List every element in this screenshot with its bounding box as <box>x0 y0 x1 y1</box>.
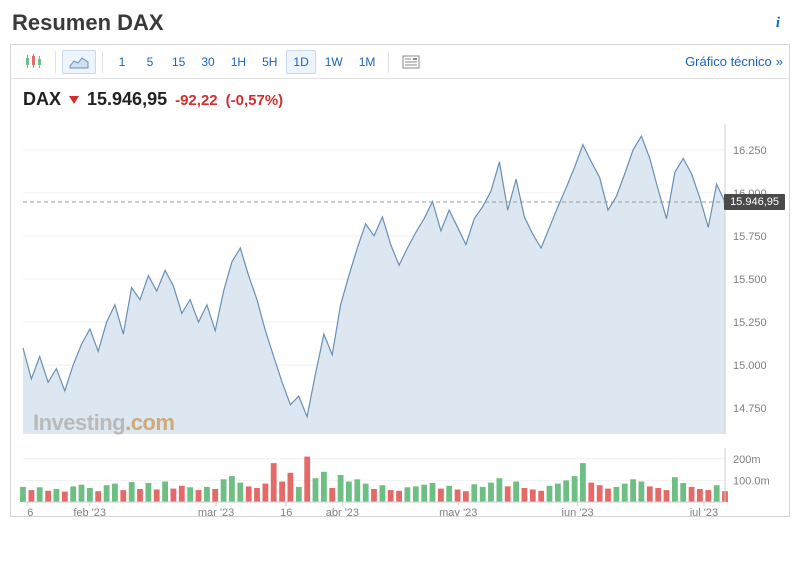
candlestick-icon[interactable] <box>17 50 49 74</box>
chevron-right-icon: » <box>776 54 783 69</box>
svg-text:abr '23: abr '23 <box>326 507 359 516</box>
svg-text:15.500: 15.500 <box>733 274 767 286</box>
technical-chart-link[interactable]: Gráfico técnico » <box>685 54 783 69</box>
svg-text:6: 6 <box>27 507 33 516</box>
svg-text:15.250: 15.250 <box>733 317 767 329</box>
area-chart-icon[interactable] <box>62 50 96 74</box>
svg-text:15.000: 15.000 <box>733 360 767 372</box>
svg-text:15.750: 15.750 <box>733 231 767 243</box>
quote-row: DAX 15.946,95 -92,22 (-0,57%) <box>11 79 789 116</box>
timeframe-1H[interactable]: 1H <box>224 50 253 74</box>
svg-text:jul '23: jul '23 <box>689 507 718 516</box>
timeframe-15[interactable]: 15 <box>165 50 192 74</box>
separator <box>102 51 103 73</box>
timeframe-1D[interactable]: 1D <box>286 50 315 74</box>
svg-text:16.250: 16.250 <box>733 145 767 157</box>
price-change-pct: (-0,57%) <box>226 92 284 109</box>
separator <box>55 51 56 73</box>
price-change: -92,22 <box>175 92 218 109</box>
timeframe-1[interactable]: 1 <box>109 50 135 74</box>
news-icon[interactable] <box>395 50 427 74</box>
page-title: Resumen DAX <box>12 10 164 36</box>
timeframe-30[interactable]: 30 <box>194 50 221 74</box>
svg-text:mar '23: mar '23 <box>198 507 234 516</box>
svg-text:16: 16 <box>280 507 292 516</box>
header: Resumen DAX i <box>10 6 790 44</box>
svg-text:jun '23: jun '23 <box>561 507 594 516</box>
technical-chart-label: Gráfico técnico <box>685 54 772 69</box>
arrow-down-icon <box>69 96 79 104</box>
symbol: DAX <box>23 89 61 110</box>
chart-toolbar: 1515301H5H1D1W1M Gráfico técnico » <box>11 45 789 79</box>
timeframe-5H[interactable]: 5H <box>255 50 284 74</box>
last-price: 15.946,95 <box>87 89 167 110</box>
timeframe-1M[interactable]: 1M <box>352 50 383 74</box>
chart-area: 14.75015.00015.25015.50015.75016.00016.2… <box>11 116 789 516</box>
svg-text:200m: 200m <box>733 454 761 466</box>
timeframe-1W[interactable]: 1W <box>318 50 350 74</box>
svg-text:feb '23: feb '23 <box>73 507 106 516</box>
chart-panel: 1515301H5H1D1W1M Gráfico técnico » DAX 1… <box>10 44 790 517</box>
svg-text:14.750: 14.750 <box>733 403 767 415</box>
price-chart[interactable]: 14.75015.00015.25015.50015.75016.00016.2… <box>15 116 775 446</box>
timeframe-5[interactable]: 5 <box>137 50 163 74</box>
timeframe-group: 1515301H5H1D1W1M <box>109 50 382 74</box>
volume-chart[interactable]: 100.0m 200m 6 feb '23 mar '23 16 abr '23 may '2… <box>15 446 775 516</box>
separator <box>388 51 389 73</box>
svg-text:100.0m: 100.0m <box>733 475 770 487</box>
info-icon[interactable]: i <box>768 13 788 33</box>
current-price-flag: 15.946,95 <box>724 194 785 210</box>
svg-text:may '23: may '23 <box>439 507 477 516</box>
